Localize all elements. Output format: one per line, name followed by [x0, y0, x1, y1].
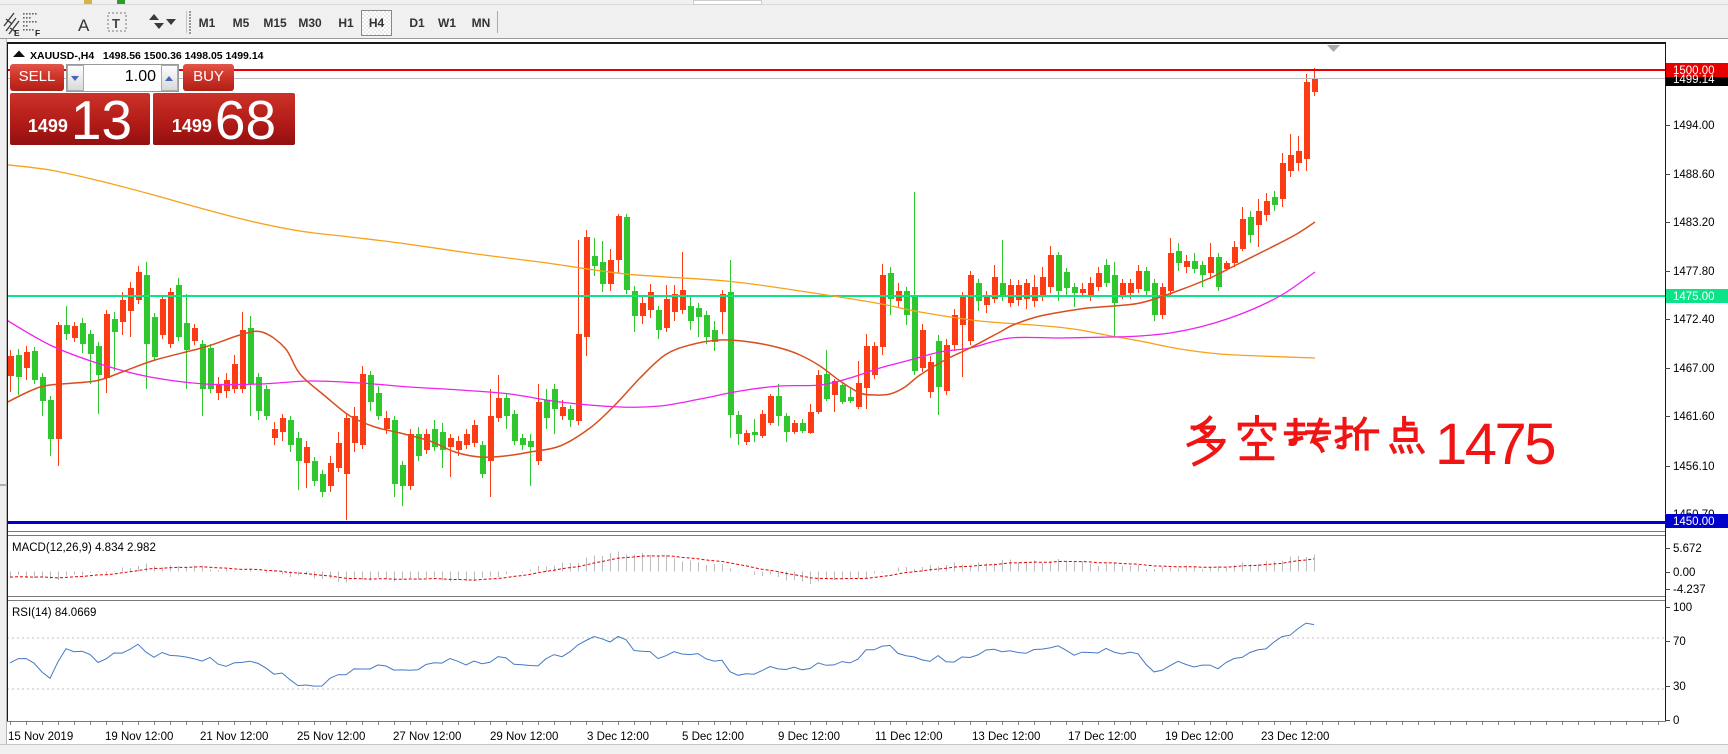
svg-text:1475.00: 1475.00	[1673, 291, 1715, 303]
svg-text:1488.60: 1488.60	[1673, 169, 1715, 181]
svg-text:A: A	[78, 16, 90, 35]
svg-text:25 Nov 12:00: 25 Nov 12:00	[297, 731, 365, 743]
svg-text:-4.237: -4.237	[1673, 584, 1706, 596]
svg-text:15 Nov 2019: 15 Nov 2019	[8, 731, 73, 743]
svg-text:MACD(12,26,9) 4.834 2.982: MACD(12,26,9) 4.834 2.982	[12, 542, 156, 554]
svg-text:1450.00: 1450.00	[1673, 516, 1715, 528]
svg-text:T: T	[112, 16, 120, 31]
svg-text:1475: 1475	[1435, 412, 1554, 477]
svg-text:1483.20: 1483.20	[1673, 217, 1715, 229]
svg-text:1499.14: 1499.14	[1673, 74, 1715, 86]
svg-text:1494.00: 1494.00	[1673, 120, 1715, 132]
svg-text:70: 70	[1673, 636, 1686, 648]
svg-text:0.00: 0.00	[1673, 567, 1695, 579]
svg-text:11 Dec 12:00: 11 Dec 12:00	[875, 731, 943, 743]
svg-text:E: E	[14, 28, 20, 38]
svg-text:XAUUSD-,H4 1498.56 1500.36 1: XAUUSD-,H4 1498.56 1500.36 1498.05 1499.…	[30, 50, 264, 62]
svg-text:5.672: 5.672	[1673, 543, 1702, 555]
svg-text:1477.80: 1477.80	[1673, 266, 1715, 278]
svg-text:17 Dec 12:00: 17 Dec 12:00	[1068, 731, 1136, 743]
svg-text:13 Dec 12:00: 13 Dec 12:00	[972, 731, 1040, 743]
svg-text:27 Nov 12:00: 27 Nov 12:00	[393, 731, 461, 743]
svg-text:30: 30	[1673, 681, 1686, 693]
svg-text:1472.40: 1472.40	[1673, 314, 1715, 326]
svg-text:5 Dec 12:00: 5 Dec 12:00	[682, 731, 744, 743]
svg-text:19 Dec 12:00: 19 Dec 12:00	[1165, 731, 1233, 743]
svg-text:19 Nov 12:00: 19 Nov 12:00	[105, 731, 173, 743]
svg-text:RSI(14) 84.0669: RSI(14) 84.0669	[12, 607, 96, 619]
svg-text:1461.60: 1461.60	[1673, 411, 1715, 423]
svg-text:3 Dec 12:00: 3 Dec 12:00	[587, 731, 649, 743]
svg-text:0: 0	[1673, 715, 1679, 727]
svg-text:100: 100	[1673, 602, 1692, 614]
svg-text:F: F	[35, 28, 40, 38]
svg-text:1467.00: 1467.00	[1673, 363, 1715, 375]
svg-text:29 Nov 12:00: 29 Nov 12:00	[490, 731, 558, 743]
svg-text:23 Dec 12:00: 23 Dec 12:00	[1261, 731, 1329, 743]
svg-text:1500.00: 1500.00	[1673, 65, 1715, 77]
svg-text:9 Dec 12:00: 9 Dec 12:00	[778, 731, 840, 743]
svg-text:21 Nov 12:00: 21 Nov 12:00	[200, 731, 268, 743]
svg-text:1456.10: 1456.10	[1673, 461, 1715, 473]
